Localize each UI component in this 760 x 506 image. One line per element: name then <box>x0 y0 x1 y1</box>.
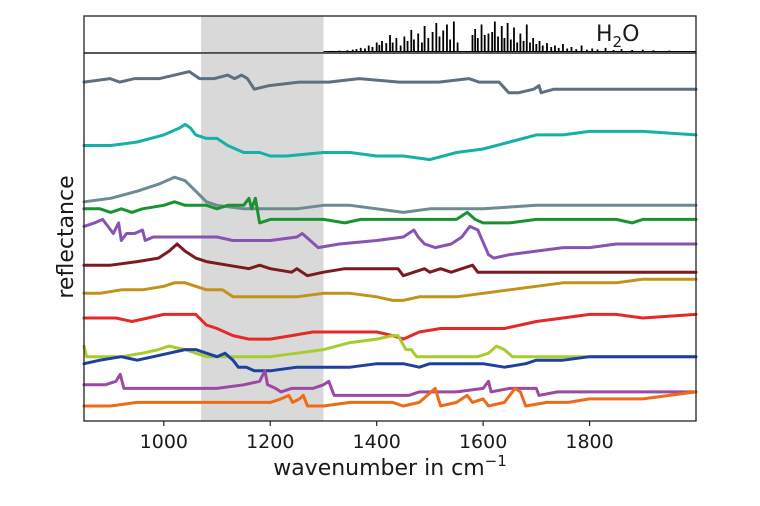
spectrum-1-line <box>82 70 698 95</box>
spectrum-4-line <box>82 196 698 225</box>
spectrum-7-line <box>82 277 698 302</box>
spectrum-12-line <box>82 386 698 408</box>
spectrum-2-line <box>82 122 698 162</box>
x-tick-label: 1600 <box>459 431 507 453</box>
plot-frame <box>83 52 697 422</box>
reference-sticks <box>323 21 696 52</box>
spectrum-5-line <box>82 217 698 260</box>
spectrum-8-line <box>82 312 698 341</box>
series-group <box>82 70 698 408</box>
x-tick-label: 1000 <box>140 431 188 453</box>
spectrum-9-line <box>82 334 698 359</box>
x-tick-label: 1800 <box>565 431 613 453</box>
spectrum-10-line <box>82 348 698 373</box>
y-axis-label: reflectance <box>54 175 79 298</box>
spectrum-3-line <box>82 175 698 214</box>
x-axis-label: wavenumber in cm−1 <box>273 452 507 481</box>
reference-label: H2O <box>596 22 639 51</box>
x-tick-label: 1200 <box>246 431 294 453</box>
reference-panel: H2O <box>83 15 697 54</box>
spectrum-6-line <box>82 242 698 278</box>
spectrum-11-line <box>82 369 698 397</box>
x-axis-ticks: 1000 1200 1400 1600 1800 <box>140 421 614 453</box>
main-panel: 1000 1200 1400 1600 1800 <box>82 52 698 453</box>
x-tick-label: 1400 <box>353 431 401 453</box>
reference-shaded-region <box>201 16 324 53</box>
